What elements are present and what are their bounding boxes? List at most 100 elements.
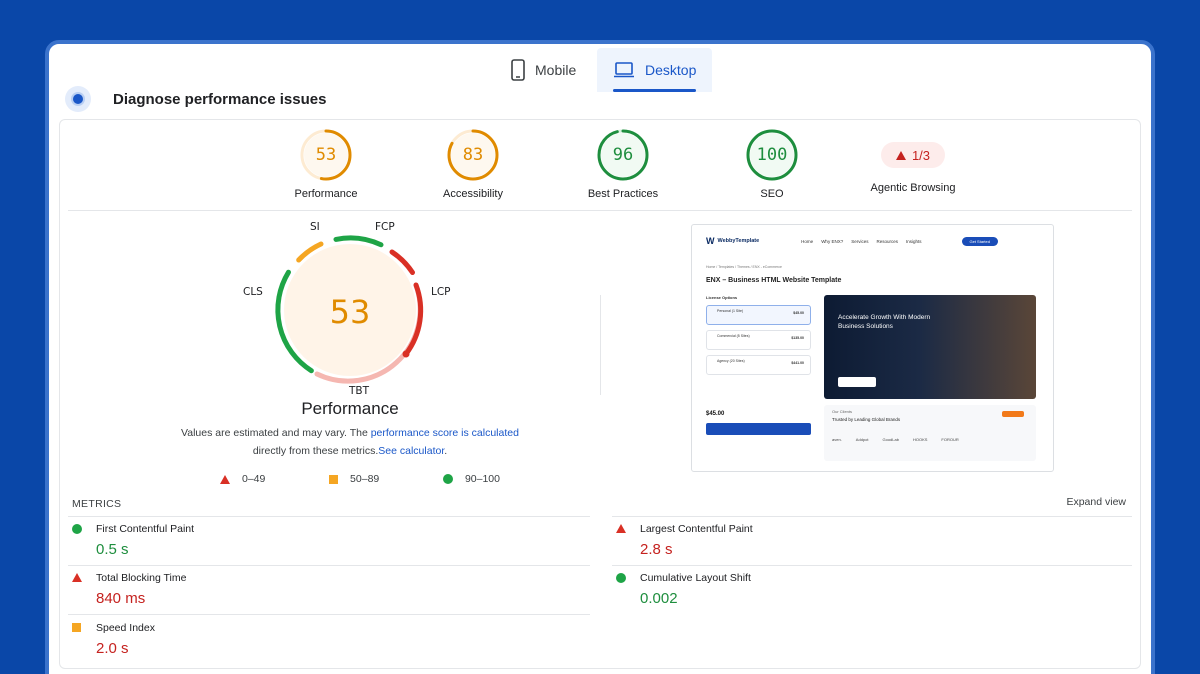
tbt-marker xyxy=(402,350,410,358)
tab-desktop[interactable]: Desktop xyxy=(597,48,713,92)
score-label: SEO xyxy=(760,188,784,200)
thumb-clients-label: Our Clients xyxy=(832,409,853,414)
score-label: Best Practices xyxy=(587,188,659,200)
label-fcp: FCP xyxy=(375,221,395,233)
thumb-hero-text: Accelerate Growth With Modern Business S… xyxy=(838,314,931,330)
divider xyxy=(68,565,590,566)
gauge-performance[interactable]: 53 Performance xyxy=(266,128,386,200)
tab-mobile[interactable]: Mobile xyxy=(495,48,592,92)
divider xyxy=(68,210,1132,211)
metric-name: First Contentful Paint xyxy=(96,523,195,535)
metric-name: Speed Index xyxy=(96,622,155,634)
legend-good: 90–100 xyxy=(442,473,500,485)
score-value: 83 xyxy=(462,145,484,165)
thumb-option-price: $135.00 xyxy=(791,336,804,340)
label-cls: CLS xyxy=(243,286,263,298)
metric-lcp: Largest Contentful Paint 2.8 s xyxy=(608,518,1088,564)
expand-view-button[interactable]: Expand view xyxy=(1066,496,1126,508)
performance-score: 53 xyxy=(329,293,371,331)
final-screenshot[interactable]: W WebbyTemplate Home Why ENX? Services Re… xyxy=(691,224,1054,472)
thumb-clients: Our Clients Trusted by Leading Global Br… xyxy=(824,405,1036,461)
device-tabs: Mobile Desktop xyxy=(49,48,1151,92)
metric-value: 0.002 xyxy=(640,590,678,607)
client-logo: HOOKS xyxy=(912,437,928,442)
metric-tbt: Total Blocking Time 840 ms xyxy=(64,567,544,613)
client-logo: GoodLab xyxy=(882,437,899,442)
label-si: SI xyxy=(310,221,320,233)
segment-fcp xyxy=(333,235,384,248)
metric-value: 2.0 s xyxy=(96,640,129,657)
phone-icon xyxy=(511,59,525,81)
thumb-logo-text: WebbyTemplate xyxy=(717,238,760,244)
thumb-option-name: Commercial (5 Sites) xyxy=(717,334,750,338)
gauge-accessibility[interactable]: 83 Accessibility xyxy=(413,128,533,200)
square-icon xyxy=(329,474,339,484)
divider xyxy=(612,565,1132,566)
thumb-orange-button xyxy=(1002,411,1024,417)
legend-average: 50–89 xyxy=(329,473,379,485)
good-circle-icon xyxy=(72,524,82,534)
tab-mobile-label: Mobile xyxy=(535,62,577,78)
client-logo: Addpot xyxy=(855,437,869,442)
poor-triangle-icon xyxy=(72,573,82,582)
note-text-2: directly from these metrics. xyxy=(252,445,379,457)
thumb-price: $45.00 xyxy=(706,411,725,417)
performance-gauge: 53 SI FCP CLS LCP TBT xyxy=(243,218,451,398)
note-end: . xyxy=(444,445,448,457)
metrics-heading: METRICS xyxy=(72,498,122,510)
metric-name: Largest Contentful Paint xyxy=(640,523,753,535)
laptop-icon xyxy=(613,62,635,78)
metric-value: 840 ms xyxy=(96,590,146,607)
thumb-client-logos: aven. Addpot GoodLab HOOKS FOROUR xyxy=(832,437,959,442)
vertical-divider xyxy=(600,295,601,395)
score-value: 100 xyxy=(756,145,788,165)
thumb-link: Services xyxy=(851,238,869,244)
metric-cls: Cumulative Layout Shift 0.002 xyxy=(608,567,1088,613)
divider xyxy=(68,516,590,517)
thumb-option: Commercial (5 Sites) $135.00 xyxy=(706,330,811,350)
thumb-links: Home Why ENX? Services Resources Insight… xyxy=(801,239,921,244)
gauge-seo[interactable]: 100 SEO xyxy=(712,128,832,200)
w-logo-icon: W xyxy=(706,236,715,246)
thumb-add-to-cart xyxy=(706,423,811,435)
metric-name: Total Blocking Time xyxy=(96,572,187,584)
score-label: Accessibility xyxy=(443,188,503,200)
thumb-option: Agency (20 Sites) $441.00 xyxy=(706,355,811,375)
thumb-link: Why ENX? xyxy=(821,238,844,244)
segment-tbt-fill xyxy=(403,282,424,357)
thumb-license-label: License Options xyxy=(706,295,738,300)
see-calculator-link[interactable]: See calculator xyxy=(378,445,445,457)
thumb-option-price: $441.00 xyxy=(791,361,804,365)
diagnose-header: Diagnose performance issues xyxy=(65,86,326,112)
report-panel: 53 Performance 83 Accessibility 96 Best … xyxy=(59,119,1141,669)
score-label: Agentic Browsing xyxy=(870,182,956,194)
thumb-link: Insights xyxy=(905,238,922,244)
agentic-value: 1/3 xyxy=(911,147,931,163)
note-text: Values are estimated and may vary. The xyxy=(181,427,371,439)
estimate-note: Values are estimated and may vary. The p… xyxy=(130,424,570,460)
thumb-option-name: Agency (20 Sites) xyxy=(717,359,745,363)
gauge-agentic-browsing[interactable]: 1/3 Agentic Browsing xyxy=(853,128,973,194)
thumb-hero-button xyxy=(838,377,876,387)
metric-si: Speed Index 2.0 s xyxy=(64,617,544,663)
score-value: 53 xyxy=(315,145,337,165)
active-tab-indicator xyxy=(613,89,697,92)
metric-fcp: First Contentful Paint 0.5 s xyxy=(64,518,544,564)
thumb-option-price: $45.00 xyxy=(793,311,804,315)
score-calculated-link[interactable]: performance score is calculated xyxy=(370,427,519,439)
good-circle-icon xyxy=(616,573,626,583)
thumb-link: Home xyxy=(801,238,814,244)
thumb-hero: Accelerate Growth With Modern Business S… xyxy=(824,295,1036,399)
legend-range: 50–89 xyxy=(350,473,380,485)
thumb-option: Personal (1 Site) $45.00 xyxy=(706,305,811,325)
divider xyxy=(68,614,590,615)
metric-value: 2.8 s xyxy=(640,541,673,558)
gauge-best-practices[interactable]: 96 Best Practices xyxy=(563,128,683,200)
thumb-breadcrumb: Home / Templates / Themes / ENX - eComme… xyxy=(706,265,782,269)
thumb-title: ENX – Business HTML Website Template xyxy=(706,277,842,284)
legend-poor: 0–49 xyxy=(220,473,265,485)
thumb-logo: W WebbyTemplate xyxy=(706,236,759,246)
client-logo: FOROUR xyxy=(941,437,959,442)
thumb-nav: W WebbyTemplate Home Why ENX? Services Re… xyxy=(706,233,1041,249)
thumb-clients-title: Trusted by Leading Global Brands xyxy=(832,417,901,422)
